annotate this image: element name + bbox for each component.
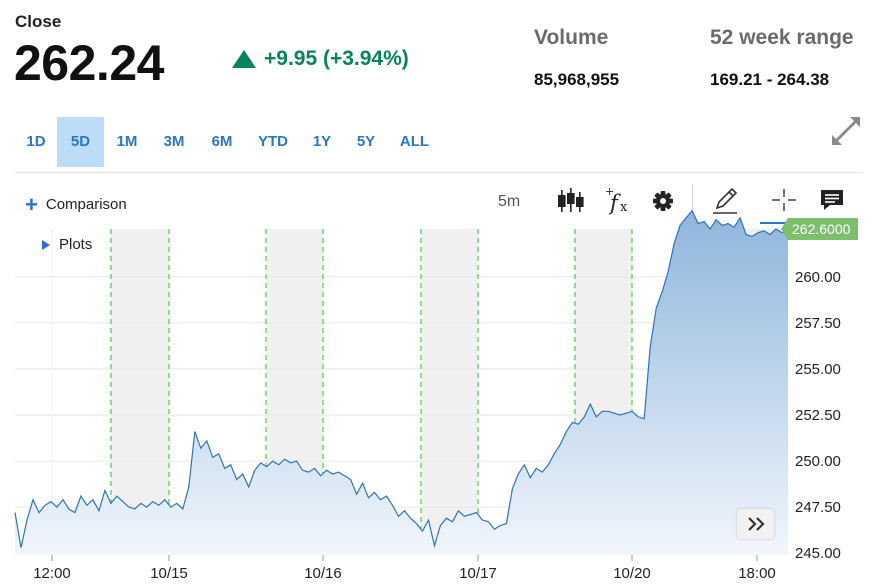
volume-label: Volume bbox=[534, 26, 609, 49]
range-button-all[interactable]: ALL bbox=[399, 133, 430, 150]
last-price-label: 262.6000 bbox=[792, 221, 851, 237]
last-price-tag: 262.6000 bbox=[781, 218, 858, 240]
close-label: Close bbox=[15, 12, 62, 31]
scroll-forward-button[interactable] bbox=[737, 509, 774, 539]
close-price: 262.24 bbox=[14, 35, 164, 91]
svg-text:x: x bbox=[620, 200, 628, 215]
crosshair-icon[interactable] bbox=[770, 186, 798, 216]
y-tick-label: 247.50 bbox=[795, 499, 841, 516]
range-button-1d[interactable]: 1D bbox=[26, 133, 46, 150]
function-icon[interactable]: + f x bbox=[604, 186, 632, 216]
interval-selector[interactable]: 5m bbox=[498, 193, 521, 210]
range-label: 52 week range bbox=[710, 26, 854, 49]
gear-icon[interactable] bbox=[650, 186, 676, 216]
range-button-6m[interactable]: 6M bbox=[211, 133, 233, 150]
range-button-5y[interactable]: 5Y bbox=[356, 133, 376, 150]
range-value: 169.21 - 264.38 bbox=[710, 70, 830, 89]
caret-right-icon bbox=[42, 239, 50, 250]
price-line bbox=[14, 209, 789, 549]
range-button-ytd[interactable]: YTD bbox=[258, 133, 288, 150]
x-tick-label: 10/20 bbox=[613, 565, 651, 582]
toolbar-separator bbox=[692, 184, 693, 224]
range-button-1y[interactable]: 1Y bbox=[312, 133, 332, 150]
range-button-3m[interactable]: 3M bbox=[163, 133, 185, 150]
comment-icon[interactable] bbox=[818, 186, 846, 216]
y-tick-label: 245.00 bbox=[795, 545, 841, 562]
x-tick-label: 12:00 bbox=[33, 565, 71, 582]
y-tick-label: 250.00 bbox=[795, 453, 841, 470]
x-tick-label: 10/15 bbox=[150, 565, 188, 582]
volume-value: 85,968,955 bbox=[534, 70, 620, 89]
off-hours-band bbox=[421, 229, 478, 555]
svg-text:f: f bbox=[608, 191, 621, 215]
price-change-text: +9.95 (+3.94%) bbox=[264, 47, 409, 70]
price-area bbox=[15, 210, 788, 555]
double-chevron-right-icon bbox=[747, 517, 765, 531]
expand-icon[interactable] bbox=[830, 115, 862, 147]
comparison-button[interactable]: + Comparison bbox=[25, 191, 127, 217]
y-tick-label: 257.50 bbox=[795, 315, 841, 332]
range-selector: 1D 5D 1M 3M 6M YTD 1Y 5Y ALL bbox=[15, 117, 441, 167]
x-tick-label: 10/17 bbox=[459, 565, 497, 582]
y-tick-label: 255.00 bbox=[795, 361, 841, 378]
price-change: +9.95 (+3.94%) bbox=[232, 47, 409, 71]
y-tick-label: 252.50 bbox=[795, 407, 841, 424]
plots-toggle[interactable]: Plots bbox=[42, 236, 92, 253]
comparison-label: Comparison bbox=[45, 196, 127, 213]
pencil-icon[interactable] bbox=[711, 186, 739, 216]
svg-text:+: + bbox=[605, 186, 614, 198]
range-button-5d[interactable]: 5D bbox=[57, 117, 104, 167]
range-button-1m[interactable]: 1M bbox=[116, 133, 138, 150]
x-tick-label: 18:00 bbox=[738, 565, 776, 582]
toolbar-divider bbox=[15, 172, 863, 173]
y-tick-label: 260.00 bbox=[795, 269, 841, 286]
up-arrow-icon bbox=[232, 50, 256, 68]
candlestick-icon[interactable] bbox=[557, 186, 585, 216]
plots-label: Plots bbox=[59, 236, 93, 253]
x-tick-label: 10/16 bbox=[304, 565, 342, 582]
plus-icon: + bbox=[25, 191, 38, 217]
